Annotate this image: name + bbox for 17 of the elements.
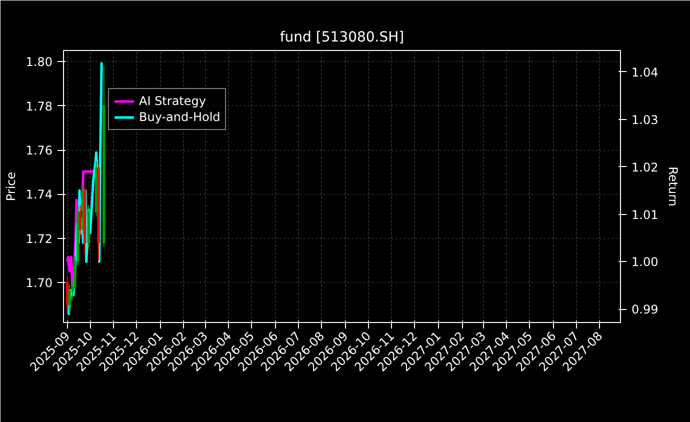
y2-tick-label: 1.04 — [632, 65, 658, 80]
legend-label: AI Strategy — [139, 94, 206, 108]
legend-label: Buy-and-Hold — [139, 110, 220, 124]
y-tick-label: 1.76 — [26, 144, 52, 158]
y-tick-label: 1.72 — [26, 232, 52, 246]
y2-axis-title: Return — [666, 166, 680, 206]
y2-tick-label: 1.02 — [632, 160, 658, 174]
y-tick-label: 1.78 — [26, 99, 52, 114]
chart-title: fund [513080.SH] — [280, 30, 404, 46]
y2-tick-label: 0.99 — [632, 302, 658, 317]
y-tick-label: 1.80 — [26, 55, 52, 70]
y2-tick-label: 1.01 — [632, 208, 658, 222]
y-tick-label: 1.74 — [26, 188, 52, 202]
y-tick-label: 1.70 — [26, 276, 52, 290]
y2-tick-label: 1.00 — [632, 255, 658, 270]
y2-tick-label: 1.03 — [632, 112, 658, 127]
y-axis-title: Price — [4, 172, 18, 202]
